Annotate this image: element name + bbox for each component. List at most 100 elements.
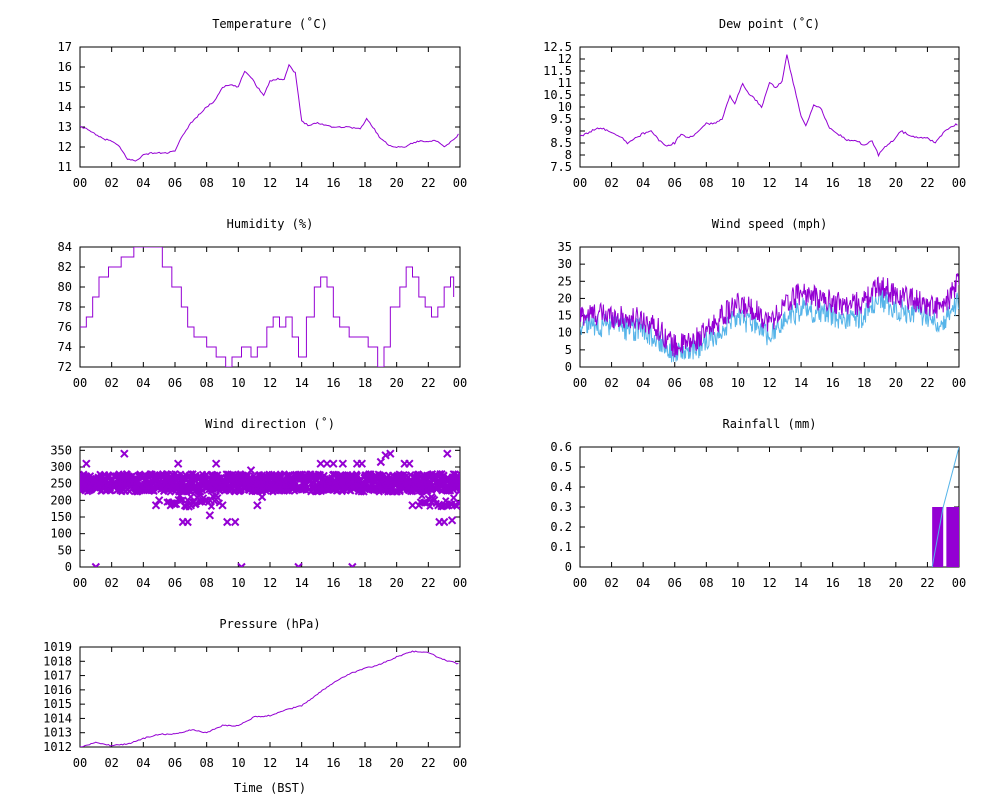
y-tick-label: 80 bbox=[58, 280, 72, 294]
x-tick-label: 06 bbox=[168, 756, 182, 770]
y-tick-label: 35 bbox=[558, 240, 572, 254]
x-tick-label: 22 bbox=[421, 576, 435, 590]
y-tick-label: 0.6 bbox=[550, 440, 572, 454]
y-tick-label: 200 bbox=[50, 493, 72, 507]
direction-point bbox=[418, 492, 426, 500]
x-tick-label: 02 bbox=[104, 176, 118, 190]
direction-point bbox=[223, 517, 232, 527]
x-tick-label: 14 bbox=[794, 376, 808, 390]
x-tick-label: 00 bbox=[573, 376, 587, 390]
y-tick-label: 0.2 bbox=[550, 520, 572, 534]
rainfall-bar bbox=[946, 507, 959, 567]
direction-point bbox=[151, 501, 161, 510]
y-tick-label: 0 bbox=[565, 560, 572, 574]
direction-point bbox=[376, 457, 386, 467]
windspeed-chart: Wind speed (mph) 0 5 10 15 20 25 30 35 00 02 04 06 08… bbox=[558, 217, 967, 390]
x-tick-label: 04 bbox=[636, 576, 650, 590]
x-tick-label: 06 bbox=[168, 576, 182, 590]
y-tick-label: 10 bbox=[558, 100, 572, 114]
x-tick-label: 02 bbox=[604, 576, 618, 590]
y-tick-label: 1015 bbox=[43, 697, 72, 711]
y-tick-label: 1014 bbox=[43, 711, 72, 725]
x-tick-label: 06 bbox=[668, 176, 682, 190]
y-tick-label: 17 bbox=[58, 40, 72, 54]
x-tick-label: 00 bbox=[73, 176, 87, 190]
x-tick-label: 02 bbox=[104, 576, 118, 590]
pressure-frame bbox=[79, 646, 461, 748]
x-tick-label: 14 bbox=[794, 176, 808, 190]
direction-point bbox=[253, 501, 262, 510]
temperature-frame bbox=[79, 46, 461, 168]
x-tick-label: 00 bbox=[573, 176, 587, 190]
y-tick-label: 25 bbox=[558, 274, 572, 288]
wind-direction-band bbox=[80, 469, 460, 511]
x-tick-label: 02 bbox=[604, 176, 618, 190]
direction-point bbox=[456, 474, 460, 482]
y-tick-label: 10.5 bbox=[543, 88, 572, 102]
rainfall-cumulative-line bbox=[931, 447, 959, 567]
x-tick-label: 16 bbox=[326, 376, 340, 390]
x-tick-label: 14 bbox=[294, 376, 308, 390]
direction-point bbox=[230, 517, 240, 527]
x-tick-label: 16 bbox=[825, 176, 839, 190]
direction-point bbox=[80, 472, 88, 482]
y-tick-label: 0.1 bbox=[550, 540, 572, 554]
y-tick-label: 30 bbox=[558, 257, 572, 271]
y-tick-label: 12 bbox=[558, 52, 572, 66]
x-tick-label: 02 bbox=[104, 376, 118, 390]
pressure-chart: Pressure (hPa)10121013101410151016101710… bbox=[43, 617, 467, 770]
direction-point bbox=[211, 459, 221, 468]
x-tick-label: 14 bbox=[294, 176, 308, 190]
direction-point bbox=[154, 496, 164, 505]
y-tick-label: 9 bbox=[565, 124, 572, 138]
y-tick-label: 12 bbox=[58, 140, 72, 154]
direction-point bbox=[195, 492, 203, 500]
y-tick-label: 72 bbox=[58, 360, 72, 374]
x-tick-label: 12 bbox=[263, 576, 277, 590]
x-tick-label: 00 bbox=[453, 756, 467, 770]
x-tick-label: 10 bbox=[731, 176, 745, 190]
humidity-title: Humidity (%) bbox=[227, 217, 314, 231]
direction-point bbox=[214, 493, 222, 502]
x-tick-label: 04 bbox=[136, 176, 150, 190]
y-tick-label: 1017 bbox=[43, 669, 72, 683]
x-tick-label: 12 bbox=[762, 376, 776, 390]
winddirection-plot-area bbox=[80, 449, 460, 567]
y-tick-label: 76 bbox=[58, 320, 72, 334]
temperature-plot-area bbox=[80, 63, 459, 162]
direction-point bbox=[322, 459, 332, 468]
direction-point bbox=[242, 479, 251, 488]
direction-point bbox=[294, 562, 303, 567]
x-tick-label: 04 bbox=[636, 176, 650, 190]
humidity-chart: Humidity (%) 72 74 76 78 80 82 84 00 02 04 06 08 10 12… bbox=[58, 217, 468, 390]
x-tick-label: 00 bbox=[73, 756, 87, 770]
x-tick-label: 00 bbox=[453, 376, 467, 390]
x-tick-label: 18 bbox=[857, 176, 871, 190]
humidity-series-0 bbox=[80, 247, 455, 367]
x-tick-label: 18 bbox=[857, 576, 871, 590]
x-tick-label: 10 bbox=[231, 756, 245, 770]
direction-point bbox=[82, 459, 91, 468]
x-tick-label: 20 bbox=[889, 576, 903, 590]
dewpoint-plot-area bbox=[580, 54, 958, 158]
pressure-series-0 bbox=[80, 650, 459, 747]
direction-point bbox=[381, 451, 390, 460]
y-tick-label: 14 bbox=[58, 100, 72, 114]
x-tick-label: 04 bbox=[136, 756, 150, 770]
y-tick-label: 8.5 bbox=[550, 136, 572, 150]
direction-point bbox=[357, 459, 367, 468]
y-tick-label: 12.5 bbox=[543, 40, 572, 54]
humidity-frame bbox=[79, 246, 461, 368]
y-tick-label: 11 bbox=[558, 76, 572, 90]
y-tick-label: 1018 bbox=[43, 654, 72, 668]
direction-point bbox=[207, 502, 216, 511]
direction-point bbox=[173, 459, 183, 468]
dewpoint-title: Dew point (˚C) bbox=[719, 16, 820, 31]
y-tick-label: 20 bbox=[558, 291, 572, 305]
x-tick-label: 00 bbox=[952, 176, 966, 190]
y-tick-label: 74 bbox=[58, 340, 72, 354]
temperature-title: Temperature (˚C) bbox=[212, 16, 328, 31]
y-tick-label: 7.5 bbox=[550, 160, 572, 174]
winddirection-title: Wind direction (˚) bbox=[205, 416, 335, 431]
y-tick-label: 9.5 bbox=[550, 112, 572, 126]
